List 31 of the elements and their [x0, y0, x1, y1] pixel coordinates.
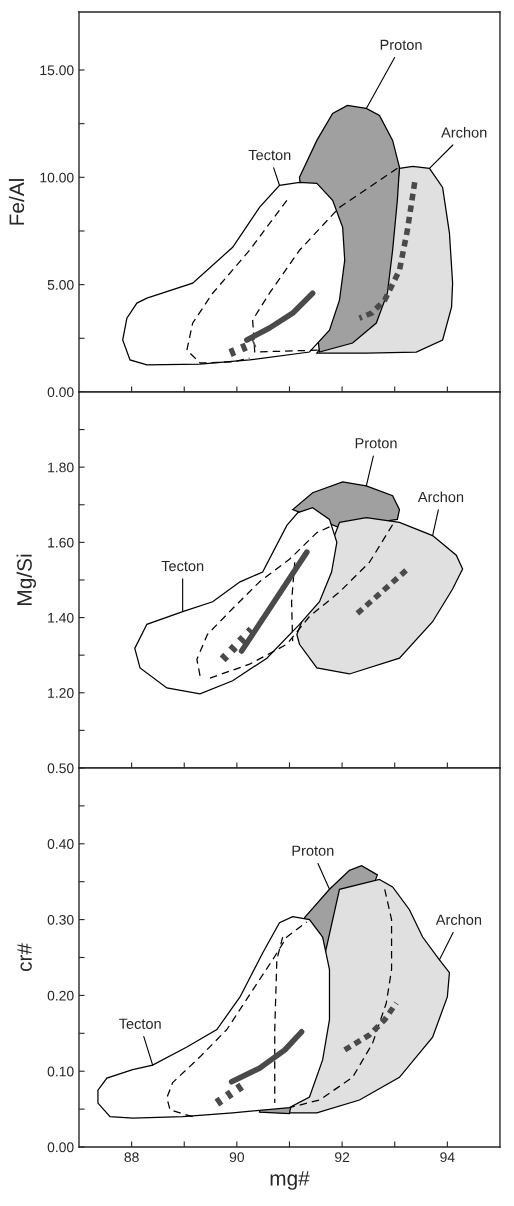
- y-tick-label: 1.60: [48, 537, 74, 548]
- series-label: Proton: [292, 845, 334, 856]
- y-tick-label: 0.00: [47, 387, 74, 398]
- y-tick-label: 0.20: [47, 990, 74, 1001]
- x-tick-label: 92: [335, 1152, 350, 1163]
- y-tick-label: 1.20: [48, 688, 74, 698]
- text: Proton: [380, 39, 422, 50]
- y-tick-label: 15.00: [40, 65, 74, 76]
- y-tick-label: 0.40: [47, 839, 74, 849]
- y-axis-title: cr#: [17, 943, 32, 972]
- y-axis-title: Mg/Si: [16, 554, 36, 605]
- x-tick-label: 88: [124, 1152, 139, 1163]
- y-tick-label: 10.00: [40, 172, 74, 183]
- series-label: Archon: [435, 914, 482, 925]
- x-tick-label: 94: [440, 1152, 455, 1163]
- y-axis-title: Fe/Al: [8, 179, 25, 225]
- y-tick-label: 0.10: [47, 1066, 74, 1077]
- text: Tecton: [161, 560, 204, 572]
- y-tick-label: 0.30: [47, 914, 74, 925]
- text: Proton: [355, 438, 397, 449]
- x-tick-label: 90: [229, 1152, 245, 1163]
- y-tick-label: 1.40: [48, 612, 74, 623]
- y-tick-label: 0.00: [47, 1142, 74, 1153]
- x-axis-title: mg#: [270, 1171, 310, 1190]
- series-label: Tecton: [248, 149, 291, 161]
- series-label: Tecton: [119, 1018, 161, 1029]
- y-tick-label: 1.80: [48, 462, 74, 473]
- y-tick-label: 0.50: [47, 763, 74, 774]
- text: Archon: [441, 126, 487, 138]
- series-label: Archon: [417, 491, 464, 503]
- y-tick-label: 5.00: [47, 279, 74, 290]
